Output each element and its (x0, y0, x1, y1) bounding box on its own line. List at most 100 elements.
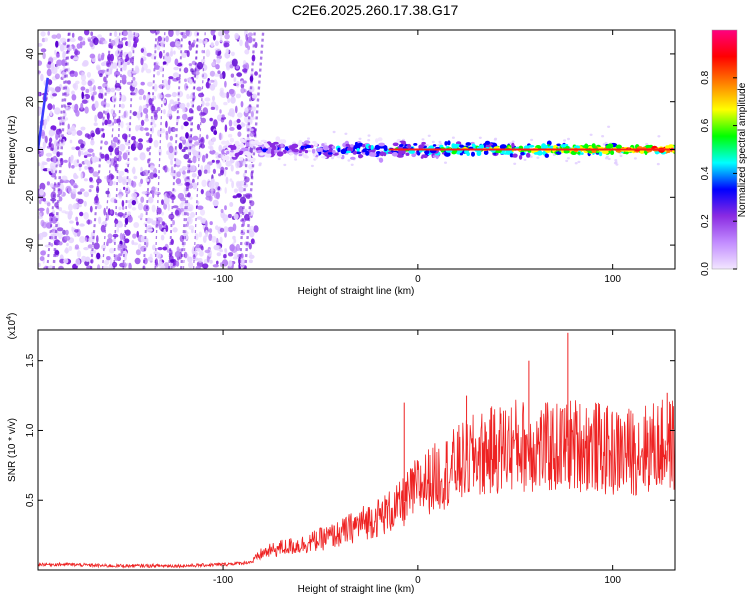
noise-cell (127, 178, 132, 185)
noise-cell (148, 196, 154, 204)
noise-cell (87, 80, 93, 87)
noise-cell (63, 159, 68, 163)
halo-dot (536, 156, 540, 159)
noise-cell (51, 34, 58, 39)
halo-dot (645, 142, 649, 146)
noise-cell (235, 170, 240, 175)
noise-cell (84, 237, 88, 243)
noise-cell (157, 92, 163, 100)
signal-cell (459, 144, 464, 148)
noise-cell (79, 41, 83, 49)
noise-cell (46, 181, 51, 186)
noise-cell (42, 161, 48, 166)
noise-cell (186, 102, 190, 108)
signal-cell (601, 151, 609, 155)
noise-cell (85, 88, 90, 94)
noise-cell (71, 32, 75, 38)
noise-cell (219, 132, 222, 141)
halo-dot (451, 136, 455, 139)
noise-cell (132, 111, 138, 117)
noise-cell (167, 78, 171, 86)
signal-cell (229, 137, 235, 143)
noise-cell (146, 52, 152, 57)
signal-cell (509, 153, 514, 158)
signal-cell (293, 155, 297, 159)
signal-cell (298, 153, 303, 157)
noise-cell (88, 189, 92, 193)
noise-cell (181, 148, 186, 153)
colorbar-tick-label: 0.0 (700, 262, 711, 276)
noise-cell (175, 30, 180, 36)
signal-cell (227, 133, 233, 138)
noise-cell (253, 225, 259, 233)
halo-dot (294, 158, 298, 161)
signal-cell (245, 142, 250, 147)
noise-cell (42, 52, 46, 60)
noise-cell (74, 232, 78, 237)
noise-cell (212, 34, 216, 41)
noise-cell (208, 233, 213, 241)
noise-cell (153, 123, 157, 128)
noise-cell (254, 41, 258, 49)
noise-cell (231, 58, 238, 67)
noise-cell (126, 262, 129, 266)
noise-cell (166, 191, 173, 199)
noise-cell (93, 250, 97, 254)
noise-streak (154, 30, 166, 269)
signal-cell (610, 150, 615, 155)
noise-cell (160, 234, 165, 241)
noise-cell (182, 34, 188, 39)
noise-cell (196, 105, 202, 112)
noise-cell (214, 48, 221, 52)
colorbar-bar (712, 30, 737, 269)
noise-cell (200, 59, 206, 63)
signal-cell (383, 146, 388, 152)
noise-streak (89, 30, 113, 269)
noise-cell (58, 265, 64, 269)
snr-xlabel: Height of straight line (km) (298, 584, 415, 595)
halo-dot (657, 135, 661, 138)
noise-cell (56, 33, 62, 39)
noise-streak (244, 30, 265, 269)
noise-cell (96, 204, 102, 210)
noise-cell (104, 140, 109, 146)
noise-cell (153, 83, 158, 92)
noise-cell (230, 164, 234, 172)
noise-cell (93, 122, 98, 126)
noise-cell (113, 181, 116, 186)
noise-cell (138, 96, 143, 101)
noise-cell (149, 30, 157, 34)
noise-cell (134, 257, 141, 265)
signal-cell (374, 144, 381, 150)
noise-cell (209, 117, 213, 122)
noise-streak (46, 30, 70, 269)
halo-dot (513, 162, 517, 165)
noise-cell (208, 80, 212, 84)
signal-cell (370, 145, 374, 151)
noise-cell (181, 200, 185, 205)
noise-cell (78, 163, 83, 168)
noise-cell (92, 91, 97, 96)
colorbar-frame (711, 29, 738, 270)
noise-cell (73, 50, 81, 56)
signal-cell (407, 143, 412, 149)
signal-cell (615, 144, 622, 149)
noise-cell (83, 247, 89, 251)
noise-cell (224, 248, 228, 253)
noise-cell (124, 229, 131, 236)
noise-cell (151, 220, 158, 226)
noise-cell (79, 236, 86, 243)
noise-cell (125, 41, 129, 47)
signal-cell (362, 143, 366, 148)
noise-cell (148, 98, 153, 105)
noise-cell (196, 61, 204, 70)
noise-cell (66, 242, 69, 247)
noise-cell (240, 101, 244, 108)
noise-cell (85, 256, 91, 262)
signal-cell (229, 152, 234, 157)
noise-cell (78, 149, 81, 157)
noise-cell (99, 40, 102, 45)
signal-cell (471, 151, 475, 157)
noise-cell (110, 87, 116, 93)
noise-cell (215, 63, 220, 70)
